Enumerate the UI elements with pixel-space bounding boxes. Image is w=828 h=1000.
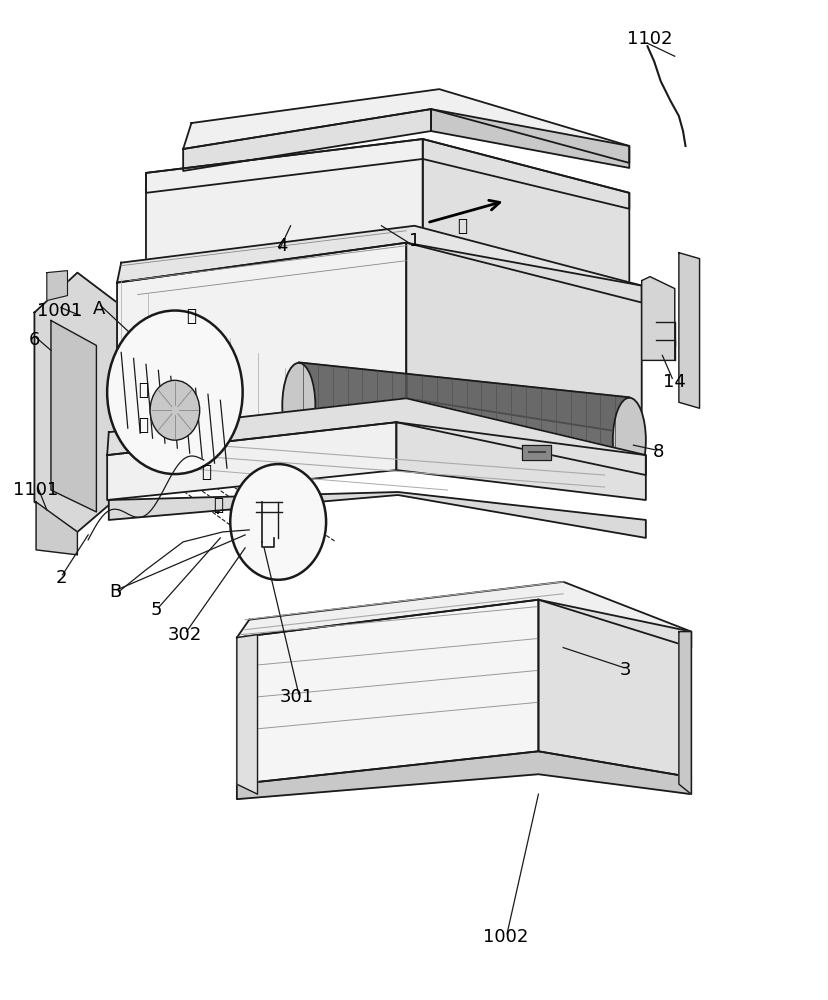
- Polygon shape: [537, 600, 691, 777]
- Polygon shape: [678, 632, 691, 794]
- Text: 5: 5: [151, 601, 162, 619]
- Text: 1101: 1101: [13, 481, 59, 499]
- Text: 1002: 1002: [482, 928, 527, 946]
- Text: 上: 上: [201, 463, 211, 481]
- Polygon shape: [146, 139, 422, 281]
- Polygon shape: [107, 398, 645, 475]
- Polygon shape: [35, 273, 117, 532]
- Polygon shape: [431, 109, 628, 168]
- Text: 302: 302: [167, 626, 202, 644]
- Text: 1102: 1102: [627, 30, 672, 48]
- Circle shape: [150, 380, 200, 440]
- Polygon shape: [396, 422, 645, 500]
- Polygon shape: [237, 582, 691, 648]
- Polygon shape: [237, 600, 537, 784]
- Polygon shape: [522, 445, 550, 460]
- Polygon shape: [406, 243, 641, 435]
- Ellipse shape: [612, 398, 645, 483]
- Text: 右: 右: [457, 217, 467, 235]
- Text: 8: 8: [652, 443, 663, 461]
- Text: 下: 下: [213, 496, 223, 514]
- Text: 外: 外: [138, 381, 148, 399]
- Circle shape: [230, 464, 325, 580]
- Polygon shape: [117, 243, 406, 432]
- Text: 3: 3: [619, 661, 630, 679]
- Polygon shape: [237, 635, 258, 794]
- Polygon shape: [422, 139, 628, 301]
- Polygon shape: [183, 109, 431, 171]
- Text: 内: 内: [138, 416, 148, 434]
- Polygon shape: [36, 502, 77, 555]
- Text: 左: 左: [186, 307, 196, 325]
- Polygon shape: [146, 139, 628, 209]
- Text: 1001: 1001: [36, 302, 82, 320]
- Text: B: B: [109, 583, 122, 601]
- Polygon shape: [107, 422, 396, 500]
- Text: 1: 1: [408, 232, 420, 250]
- Text: 301: 301: [280, 688, 314, 706]
- Polygon shape: [237, 751, 691, 799]
- Text: 2: 2: [55, 569, 66, 587]
- Polygon shape: [298, 362, 628, 482]
- Text: 6: 6: [29, 331, 40, 349]
- Polygon shape: [51, 320, 96, 512]
- Text: 4: 4: [277, 237, 287, 255]
- Ellipse shape: [282, 363, 315, 448]
- Polygon shape: [641, 277, 674, 360]
- Polygon shape: [678, 253, 699, 408]
- Circle shape: [107, 311, 243, 474]
- Polygon shape: [183, 89, 628, 163]
- Text: 14: 14: [662, 373, 686, 391]
- Polygon shape: [108, 492, 645, 538]
- Polygon shape: [117, 226, 641, 303]
- Polygon shape: [46, 271, 67, 301]
- Text: A: A: [93, 300, 105, 318]
